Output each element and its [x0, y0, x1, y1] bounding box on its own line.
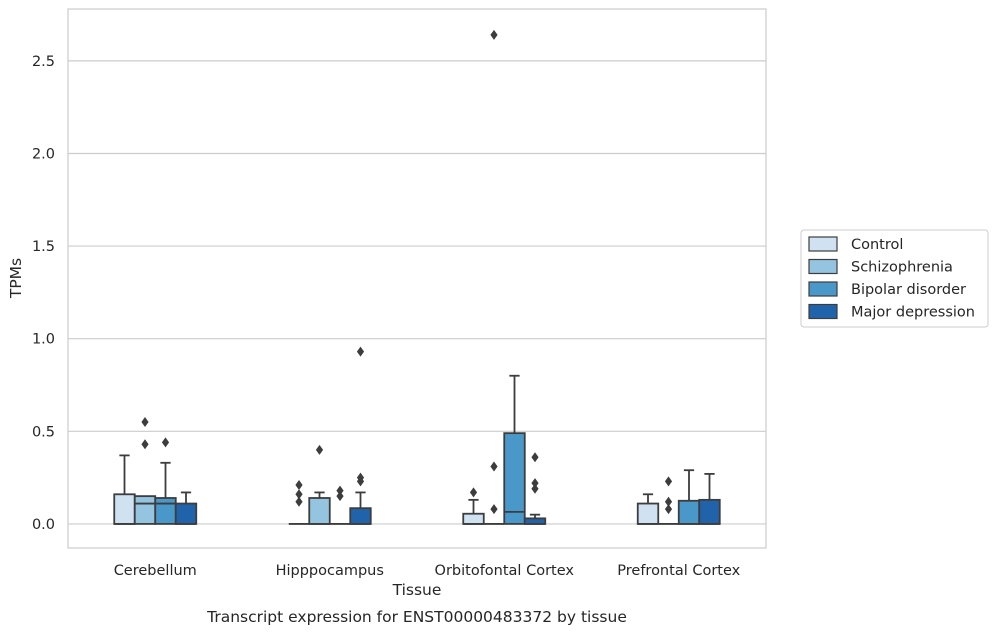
box-body: [462, 512, 485, 525]
legend-swatch: [808, 303, 838, 320]
box-schizophrenia: [308, 444, 331, 525]
outlier-point: [664, 504, 673, 515]
box-control: [288, 480, 310, 525]
y-tick-label: 1.0: [32, 332, 55, 348]
box-body: [308, 497, 331, 525]
outlier-point: [356, 472, 365, 483]
outlier-point: [356, 346, 365, 357]
y-tick-label: 1.5: [32, 239, 55, 255]
box-major-depression: [523, 452, 547, 525]
outlier-point: [490, 504, 498, 515]
legend-swatch: [808, 236, 838, 252]
box-major-depression: [174, 491, 198, 525]
outlier-point: [336, 491, 344, 502]
outlier-point: [531, 483, 539, 494]
box-body: [174, 502, 198, 525]
outlier-point: [490, 29, 498, 40]
outlier-point: [531, 452, 539, 463]
x-axis-label: Tissue: [392, 581, 442, 599]
legend-swatch: [808, 258, 838, 275]
box-body: [677, 499, 701, 525]
box-bipolar-disorder: [503, 374, 526, 525]
outlier-point: [469, 487, 478, 498]
outlier-point: [141, 439, 149, 450]
outlier-point: [490, 461, 498, 472]
outlier-point: [295, 489, 303, 500]
x-tick-label: Cerebellum: [114, 563, 197, 579]
legend: Control Schizophrenia Bipolar disorder Majo…: [800, 229, 989, 328]
y-tick-label: 2.0: [32, 146, 55, 162]
box-groups: [113, 29, 721, 525]
box-body: [133, 495, 157, 525]
plot-frame: [67, 8, 767, 549]
box-schizophrenia: [658, 476, 679, 525]
box-body: [154, 497, 177, 525]
outlier-point: [664, 496, 673, 507]
box-body: [698, 498, 721, 525]
plot-background: [68, 9, 766, 548]
box-body: [503, 432, 526, 525]
box-major-depression: [698, 473, 721, 525]
legend-label: Schizophrenia: [851, 260, 953, 276]
legend-label: Bipolar disorder: [851, 282, 966, 298]
box-body: [113, 493, 136, 525]
y-tick-label: 0.5: [32, 424, 55, 440]
outlier-point: [161, 437, 170, 448]
y-tick-label: 0.0: [32, 517, 55, 533]
box-body: [636, 502, 660, 525]
outlier-point: [336, 485, 344, 496]
legend-label: Control: [851, 237, 903, 253]
box-bipolar-disorder: [154, 437, 177, 525]
box-major-depression: [349, 346, 372, 525]
box-schizophrenia: [483, 29, 505, 525]
box-control: [462, 487, 485, 525]
outlier-point: [295, 480, 303, 491]
box-control: [636, 493, 660, 525]
outlier-point: [141, 417, 149, 428]
outlier-point: [664, 476, 673, 487]
x-tick-label: Orbitofontal Cortex: [435, 563, 575, 579]
outlier-point: [531, 478, 539, 489]
y-axis-label: TPMs: [7, 258, 25, 299]
legend-frame: [800, 229, 989, 328]
outlier-point: [315, 444, 324, 455]
box-body: [349, 507, 372, 525]
legend-swatch: [808, 281, 838, 297]
outlier-point: [295, 496, 303, 507]
box-bipolar-disorder: [329, 485, 351, 525]
x-tick-label: Hipppocampus: [276, 563, 384, 579]
legend-label: Major depression: [851, 305, 975, 321]
box-bipolar-disorder: [677, 469, 701, 525]
x-tick-label: Prefrontal Cortex: [617, 563, 740, 579]
y-tick-labels: 0.0 0.5 1.0 1.5 2.0 2.5: [32, 54, 55, 533]
x-tick-labels: Cerebellum Hipppocampus Orbitofontal Corte…: [114, 563, 741, 579]
chart-caption: Transcript expression for ENST0000048337…: [206, 608, 627, 626]
y-tick-label: 2.5: [32, 54, 55, 70]
